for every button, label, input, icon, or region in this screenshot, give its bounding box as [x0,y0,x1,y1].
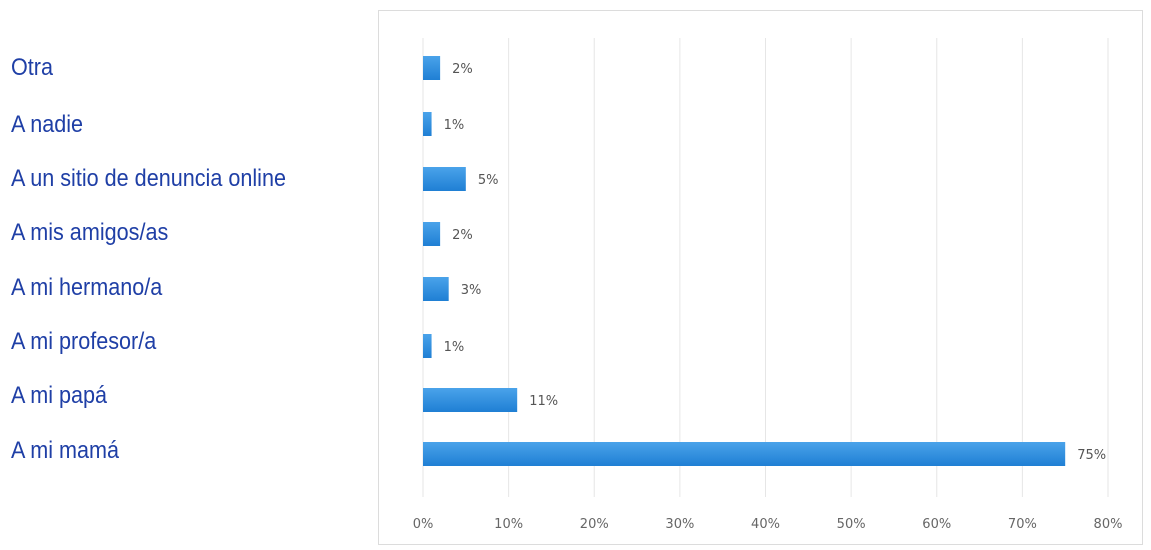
x-tick-label: 40% [751,517,780,532]
bar-value-label: 5% [478,173,499,188]
category-label: A mi hermano/a [11,274,163,301]
bar [423,334,432,358]
bar-value-label: 75% [1077,448,1106,463]
bar [423,222,441,246]
x-tick-label: 30% [665,517,694,532]
category-label: A mis amigos/as [11,219,169,246]
bar [423,442,1066,466]
category-label: A mi profesor/a [11,328,157,355]
x-tick-label: 80% [1094,517,1123,532]
bar-value-label: 1% [444,118,465,133]
bar [423,388,518,412]
x-tick-label: 10% [494,517,523,532]
bar [423,56,441,80]
bar [423,167,466,191]
category-labels: Otra A nadie A un sitio de denuncia onli… [0,0,370,550]
category-label: Otra [11,54,54,81]
bar-value-label: 1% [444,340,465,355]
bar-value-label: 11% [529,394,558,409]
category-label: A nadie [11,111,84,138]
bar-value-label: 2% [452,62,473,77]
category-label: A mi mamá [11,437,120,464]
category-label: A mi papá [11,382,108,409]
category-label: A un sitio de denuncia online [11,165,287,192]
x-tick-label: 0% [413,517,434,532]
bar-value-label: 2% [452,228,473,243]
bar [423,112,432,136]
x-tick-label: 20% [580,517,609,532]
x-tick-label: 60% [922,517,951,532]
bar [423,277,449,301]
x-tick-label: 50% [837,517,866,532]
x-tick-label: 70% [1008,517,1037,532]
bar-value-label: 3% [461,283,482,298]
